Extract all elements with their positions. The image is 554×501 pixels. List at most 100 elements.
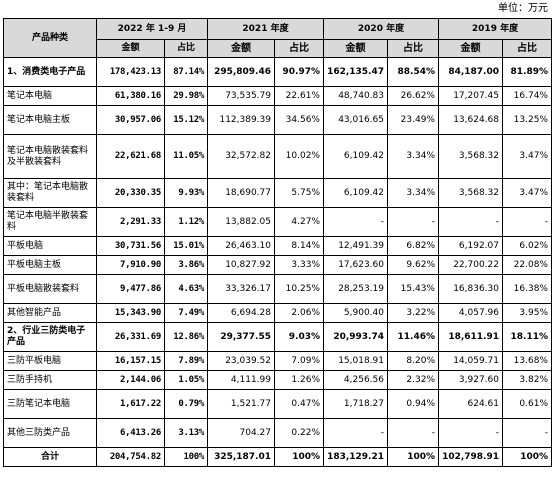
cell-share: 0.22% [274,418,324,448]
cell-amount: 16,836.30 [438,274,503,304]
cell-amount: 325,187.01 [207,447,275,467]
cell-amount: - [438,207,503,237]
cell-amount: 18,690.77 [207,178,275,208]
cell-amount: 26,331.69 [96,322,165,352]
cell-share: 3.22% [387,303,439,323]
cell-share: 18.11% [502,322,552,352]
row-category: 其他三防类产品 [3,418,97,448]
cell-amount: 20,330.35 [96,178,165,208]
cell-share: 1.05% [164,370,208,390]
cell-amount: 61,380.16 [96,86,165,106]
cell-share: 3.47% [502,178,552,208]
cell-amount: 12,491.39 [323,236,388,256]
row-category: 笔记本电脑半散装套料 [3,207,97,237]
row-category: 合计 [3,447,97,467]
cell-amount: - [323,207,388,237]
cell-amount: 33,326.17 [207,274,275,304]
cell-share: 2.06% [274,303,324,323]
cell-share: - [502,207,552,237]
cell-amount: 7,910.90 [96,255,165,275]
cell-share: 9.62% [387,255,439,275]
table-row: 三防手持机 2,144.06 1.05% 4,111.99 1.26% 4,256.56 2… [3,370,552,390]
cell-amount: 28,253.19 [323,274,388,304]
cell-share: 16.74% [502,86,552,106]
table-row: 平板电脑主板 7,910.90 3.86% 10,827.92 3.33% 17,623.… [3,255,552,275]
cell-amount: 204,754.82 [96,447,165,467]
row-category: 其中：笔记本电脑散装套料 [3,178,97,208]
cell-share: 22.61% [274,86,324,106]
cell-share: 90.97% [274,57,324,87]
cell-amount: 13,624.68 [438,105,503,135]
cell-share: 8.14% [274,236,324,256]
cell-share: - [502,418,552,448]
header-amount: 金额 [438,39,503,58]
cell-share: 3.95% [502,303,552,323]
cell-amount: 178,423.13 [96,57,165,87]
cell-share: 7.89% [164,351,208,371]
table-row: 1、消费类电子产品 178,423.13 87.14% 295,809.46 90.97… [3,57,552,87]
cell-share: 15.43% [387,274,439,304]
cell-share: 0.61% [502,389,552,419]
row-category: 平板电脑 [3,236,97,256]
cell-share: 5.75% [274,178,324,208]
cell-amount: - [438,418,503,448]
cell-amount: 162,135.47 [323,57,388,87]
cell-share: 1.12% [164,207,208,237]
cell-amount: 295,809.46 [207,57,275,87]
cell-share: 10.02% [274,134,324,179]
cell-amount: 6,413.26 [96,418,165,448]
cell-amount: 3,568.32 [438,178,503,208]
cell-share: 2.32% [387,370,439,390]
cell-share: 11.46% [387,322,439,352]
cell-share: 87.14% [164,57,208,87]
header-period-2020: 2020 年度 [323,18,439,40]
cell-share: 12.86% [164,322,208,352]
cell-share: - [387,418,439,448]
row-category: 平板电脑主板 [3,255,97,275]
cell-amount: 1,718.27 [323,389,388,419]
cell-amount: 6,694.28 [207,303,275,323]
cell-amount: 15,018.91 [323,351,388,371]
cell-share: 7.09% [274,351,324,371]
cell-amount: 6,109.42 [323,178,388,208]
table-row: 平板电脑散装套料 9,477.86 4.63% 33,326.17 10.25% 28,2… [3,274,552,304]
row-category: 三防手持机 [3,370,97,390]
cell-amount: 29,377.55 [207,322,275,352]
cell-amount: 2,144.06 [96,370,165,390]
cell-amount: 18,611.91 [438,322,503,352]
cell-amount: 3,568.32 [438,134,503,179]
cell-share: 1.26% [274,370,324,390]
cell-share: 100% [502,447,552,467]
cell-amount: 3,927.60 [438,370,503,390]
header-share: 占比 [502,39,552,58]
cell-amount: 23,039.52 [207,351,275,371]
header-amount: 金额 [323,39,388,58]
cell-share: 4.27% [274,207,324,237]
cell-amount: - [323,418,388,448]
cell-amount: 14,059.71 [438,351,503,371]
cell-amount: 20,993.74 [323,322,388,352]
cell-share: 8.20% [387,351,439,371]
row-category: 笔记本电脑散装套料及半散装套料 [3,134,97,179]
cell-share: 88.54% [387,57,439,87]
cell-amount: 9,477.86 [96,274,165,304]
row-category: 其他智能产品 [3,303,97,323]
cell-amount: 32,572.82 [207,134,275,179]
cell-share: 29.98% [164,86,208,106]
table-row: 其中：笔记本电脑散装套料 20,330.35 9.93% 18,690.77 5.75%… [3,178,552,208]
cell-amount: 1,521.77 [207,389,275,419]
header-amount: 金额 [96,39,165,58]
cell-amount: 102,798.91 [438,447,503,467]
table-row: 笔记本电脑主板 30,957.06 15.12% 112,389.39 34.56% 43… [3,105,552,135]
cell-amount: 5,900.40 [323,303,388,323]
cell-share: 34.56% [274,105,324,135]
header-share: 占比 [387,39,439,58]
table-row: 笔记本电脑半散装套料 2,291.33 1.12% 13,882.05 4.27% - - -… [3,207,552,237]
cell-amount: 2,291.33 [96,207,165,237]
cell-amount: 10,827.92 [207,255,275,275]
unit-label: 单位：万元 [498,3,548,14]
cell-share: - [387,207,439,237]
header-category: 产品种类 [3,18,97,58]
cell-share: 81.89% [502,57,552,87]
cell-amount: 4,256.56 [323,370,388,390]
